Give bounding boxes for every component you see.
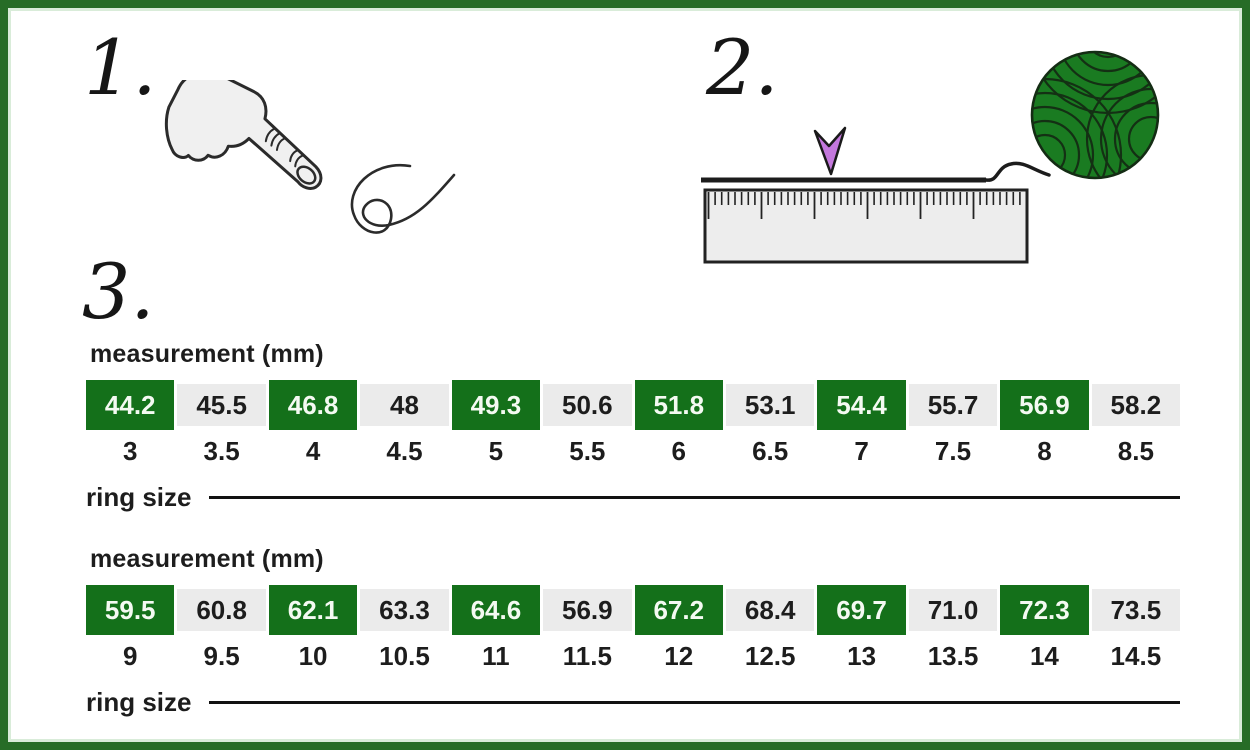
ring-size-cell: 10.5 [379, 641, 430, 671]
ring-size-cell: 11 [482, 641, 510, 671]
measurement-header: measurement (mm) [90, 340, 324, 368]
size-row: 9 9.5 10 10.5 11 11.5 12 12.5 13 13.5 14… [86, 641, 1180, 673]
divider-line [209, 495, 1180, 499]
measurement-header: measurement (mm) [90, 545, 324, 573]
ring-size-cell: 10 [298, 641, 328, 671]
hand-pointing-icon [164, 80, 323, 190]
measurement-cell: 64.6 [451, 585, 541, 635]
measurement-cell: 69.7 [817, 585, 906, 635]
divider-line [209, 700, 1180, 704]
ring-size-cell: 9 [122, 641, 138, 671]
ring-size-cell: 11.5 [562, 641, 612, 671]
ring-size-cell: 12.5 [744, 641, 796, 671]
ring-size-cell: 4 [305, 436, 321, 466]
measurement-cell: 62.1 [268, 585, 358, 635]
measurement-cell: 53.1 [725, 384, 815, 426]
ring-size-table-2: measurement (mm) 59.5 60.8 62.1 63.3 64.… [86, 545, 1181, 717]
measurement-cell: 58.2 [1091, 384, 1181, 426]
ring-size-cell: 7 [854, 436, 869, 466]
ring-size-cell: 14.5 [1110, 641, 1162, 671]
ring-size-cell: 13 [847, 641, 877, 671]
ring-size-cell: 8 [1037, 436, 1052, 466]
ring-size-label: ring size [86, 481, 192, 512]
measurement-cell: 46.8 [268, 380, 358, 430]
ring-size-cell: 3.5 [203, 436, 240, 466]
ring-size-cell: 9.5 [203, 641, 240, 671]
ring-size-cell: 6.5 [752, 436, 789, 466]
ring-size-cell: 5 [488, 436, 504, 466]
yarn-ball-icon [1030, 50, 1160, 180]
measurement-row: 59.5 60.8 62.1 63.3 64.6 56.9 67.2 68.4 … [86, 585, 1181, 635]
measurement-cell: 44.2 [86, 380, 175, 430]
ring-size-label-row: ring size [86, 482, 1180, 512]
ring-size-cell: 3 [122, 436, 138, 466]
measurement-cell: 59.5 [86, 585, 175, 635]
size-row: 3 3.5 4 4.5 5 5.5 6 6.5 7 7.5 8 8.5 [86, 436, 1180, 468]
ring-size-label: ring size [86, 686, 192, 717]
string-icon [350, 163, 456, 234]
ring-size-cell: 4.5 [386, 436, 423, 466]
measurement-cell: 50.6 [543, 384, 632, 426]
step-1-number: 1. [84, 23, 157, 112]
ring-size-table-1: measurement (mm) 44.2 45.5 46.8 48 49.3 … [86, 340, 1181, 512]
measurement-cell: 49.3 [451, 380, 541, 430]
ring-size-cell: 14 [1029, 641, 1059, 671]
measurement-cell: 56.9 [543, 589, 632, 631]
measurement-cell: 60.8 [177, 589, 266, 631]
measurement-cell: 45.5 [177, 384, 266, 426]
measurement-cell: 68.4 [725, 589, 815, 631]
measurement-row: 44.2 45.5 46.8 48 49.3 50.6 51.8 53.1 54… [86, 380, 1181, 430]
measurement-cell: 72.3 [1000, 585, 1089, 635]
arrow-down-icon [813, 126, 847, 176]
measurement-cell: 56.9 [1000, 380, 1089, 430]
ring-size-cell: 5.5 [569, 436, 606, 466]
measurement-cell: 48 [360, 384, 449, 426]
measurement-cell: 51.8 [634, 380, 723, 430]
measurement-cell: 67.2 [634, 585, 723, 635]
ring-size-cell: 6 [671, 436, 686, 466]
measurement-cell: 63.3 [360, 589, 449, 631]
measurement-cell: 71.0 [908, 589, 998, 631]
ring-size-label-row: ring size [86, 687, 1180, 717]
measurement-cell: 55.7 [908, 384, 998, 426]
step-3-number: 3. [82, 247, 155, 336]
ruler-icon [701, 161, 1051, 264]
step-2-number: 2. [706, 23, 779, 112]
ring-size-cell: 12 [664, 641, 694, 671]
measurement-cell: 54.4 [817, 380, 906, 430]
measurement-cell: 73.5 [1091, 589, 1181, 631]
ring-size-cell: 13.5 [927, 641, 979, 671]
ring-size-cell: 7.5 [934, 436, 972, 466]
ring-size-cell: 8.5 [1117, 436, 1154, 466]
